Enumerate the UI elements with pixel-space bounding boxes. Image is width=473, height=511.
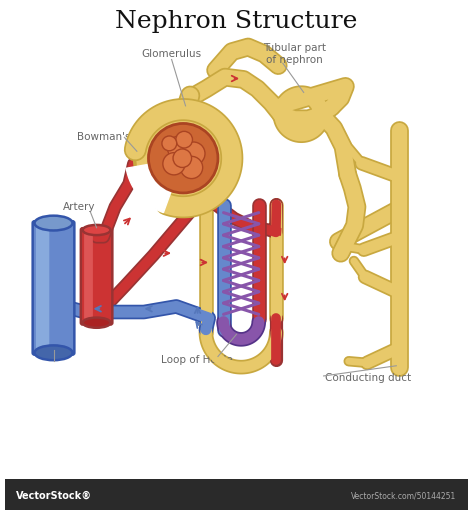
Circle shape [167, 136, 192, 160]
Text: VectorStock.com/50144251: VectorStock.com/50144251 [351, 492, 456, 500]
FancyBboxPatch shape [36, 226, 49, 350]
Text: Tubular part
of nephron: Tubular part of nephron [263, 43, 326, 65]
Text: Vein: Vein [42, 350, 65, 360]
Text: VectorStock®: VectorStock® [17, 491, 93, 501]
Circle shape [135, 109, 232, 207]
Text: Conducting duct: Conducting duct [324, 373, 411, 383]
FancyBboxPatch shape [5, 479, 468, 511]
Circle shape [173, 149, 192, 168]
Text: Glomerulus: Glomerulus [141, 49, 201, 59]
Text: Loop of Henle: Loop of Henle [161, 355, 233, 365]
Circle shape [182, 142, 205, 165]
Ellipse shape [35, 216, 72, 230]
Text: Nephron Structure: Nephron Structure [115, 10, 358, 33]
Ellipse shape [83, 225, 111, 235]
FancyBboxPatch shape [81, 228, 113, 324]
Polygon shape [126, 158, 183, 213]
Circle shape [180, 156, 202, 179]
FancyBboxPatch shape [84, 234, 93, 319]
Text: Bowman's capsule: Bowman's capsule [77, 132, 174, 143]
FancyBboxPatch shape [33, 221, 74, 355]
Circle shape [176, 131, 193, 148]
Circle shape [149, 124, 218, 193]
Ellipse shape [35, 345, 72, 360]
Text: Artery: Artery [63, 202, 95, 212]
Ellipse shape [83, 317, 111, 328]
Circle shape [162, 136, 177, 151]
Circle shape [163, 153, 185, 175]
